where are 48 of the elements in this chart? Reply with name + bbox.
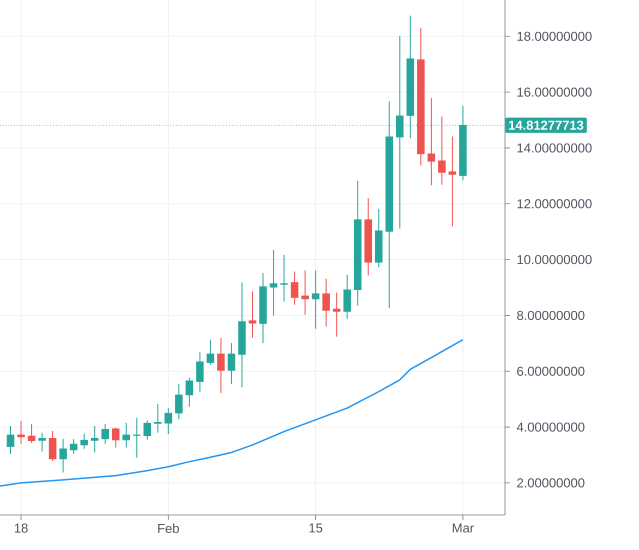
ref-line-label: 14.81277713 [509,120,584,130]
candlestick [70,438,78,454]
candlestick [164,408,172,435]
candlestick [133,417,141,458]
candlestick [6,425,14,454]
candlestick [28,424,36,444]
candlestick [228,342,236,385]
y-tick-label: 16.00000000 [518,88,592,97]
candlestick [80,433,88,450]
candlestick [248,290,256,338]
candlestick [270,249,278,316]
candlestick [206,339,214,366]
candlestick [186,377,194,408]
candlestick [112,427,120,448]
y-tick-label: 4.00000000 [516,422,584,432]
candlestick [322,278,330,328]
candlestick [90,425,98,453]
candlestick [175,383,183,420]
y-tick-label: 10.00000000 [518,255,592,264]
candlestick [154,403,162,434]
candlestick [290,271,298,306]
x-tick-label: Mar [452,524,474,533]
x-tick-label: 15 [309,524,322,533]
candlestick [38,432,46,452]
candlestick [196,352,204,392]
candlestick [428,97,436,186]
candlestick [312,270,320,330]
candlestick [101,424,109,444]
candlestick [343,274,351,320]
candlestick [217,338,225,394]
candlestick [332,292,340,338]
y-tick-label: 8.00000000 [517,310,584,320]
y-tick-label: 6.00000000 [517,366,584,376]
y-tick-label: 2.00000000 [517,478,584,488]
candlestick [144,420,152,440]
candlestick [17,420,25,444]
candlestick [48,430,56,462]
candlestick [59,438,67,474]
candlestick [448,136,456,227]
y-tick-label: 14.00000000 [518,143,592,153]
candlestick [438,116,446,186]
candlestick [122,422,130,448]
y-tick-label: 18.00000000 [518,32,592,41]
candlestick [280,254,288,302]
candlestick [301,270,309,316]
x-tick-label: Feb [158,524,179,534]
y-tick-label: 12.00000000 [518,199,592,208]
x-tick-label: 18 [14,524,28,533]
